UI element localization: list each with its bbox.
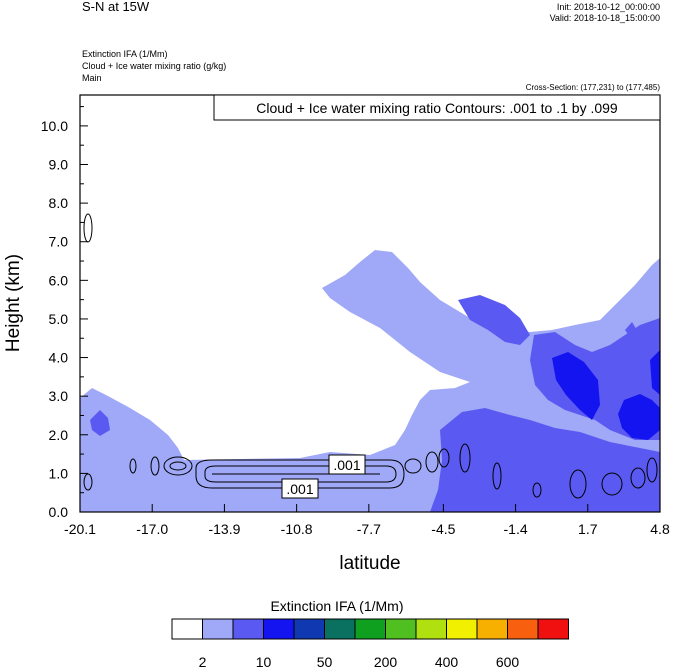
contour-title-box	[213, 94, 661, 121]
colorbar-swatch	[202, 618, 234, 640]
extinction-region-deep	[650, 350, 660, 395]
extinction-region-medium	[90, 410, 110, 436]
y-tick-label: 1.0	[49, 465, 69, 481]
y-tick-label: 7.0	[49, 234, 69, 250]
y-tick-label: 6.0	[49, 272, 69, 288]
cross-section-label: Cross-Section: (177,231) to (177,485)	[525, 83, 660, 92]
contour-label-box	[281, 478, 319, 499]
colorbar: 2 10 50 200 400 600	[171, 618, 569, 668]
colorbar-swatch	[263, 618, 295, 640]
y-tick-label: 9.0	[49, 157, 69, 173]
contour-line	[438, 448, 450, 468]
colorbar-swatch	[385, 618, 417, 640]
contour-line	[83, 213, 93, 243]
contour-line	[492, 462, 502, 490]
contour-line	[150, 456, 160, 476]
colorbar-swatch	[232, 618, 264, 640]
colorbar-label: 50	[317, 654, 333, 668]
colorbar-label: 200	[374, 654, 398, 668]
colorbar-swatch	[293, 618, 325, 640]
contour-label: .001	[333, 457, 360, 473]
contour-label: .001	[286, 481, 313, 497]
valid-time: Valid: 2018-10-18_15:00:00	[549, 13, 660, 23]
colorbar-swatch	[324, 618, 356, 640]
x-tick-label: -17.0	[136, 521, 168, 537]
extinction-region-medium	[458, 295, 530, 345]
contour-line	[129, 458, 137, 474]
colorbar-label: 600	[496, 654, 520, 668]
extinction-region-deep	[552, 352, 600, 420]
x-axis: -20.1 -17.0 -13.9 -10.8 -7.7 -4.5 -1.4 1.7 4.8	[64, 504, 670, 537]
init-time: Init: 2018-10-12_00:00:00	[556, 2, 660, 12]
colorbar-label: 400	[435, 654, 459, 668]
y-tick-label: 3.0	[49, 388, 69, 404]
contour-line	[646, 457, 658, 483]
colorbar-swatch	[171, 618, 203, 640]
colorbar-swatch	[537, 618, 569, 640]
contour-line	[169, 461, 187, 471]
contour-line	[532, 482, 542, 498]
field-name-cloud-ice: Cloud + Ice water mixing ratio (g/kg)	[82, 61, 227, 71]
field-group-main: Main	[82, 73, 102, 83]
x-tick-label: -10.8	[281, 521, 313, 537]
colorbar-swatch	[354, 618, 386, 640]
mixing-ratio-contours	[83, 213, 658, 499]
y-tick-label: 0.0	[49, 504, 69, 520]
colorbar-swatch	[446, 618, 478, 640]
colorbar-swatch	[507, 618, 539, 640]
contour-line	[459, 443, 471, 473]
x-tick-label: -20.1	[64, 521, 96, 537]
extinction-fill-layer	[80, 250, 660, 512]
extinction-region-medium	[625, 322, 638, 340]
contour-labels: .001 .001	[281, 454, 366, 499]
colorbar-label: 2	[199, 654, 207, 668]
colorbar-swatch	[415, 618, 447, 640]
plot-title: S-N at 15W	[82, 0, 150, 14]
y-tick-label: 5.0	[49, 311, 69, 327]
y-tick-label: 8.0	[49, 195, 69, 211]
contour-line	[569, 469, 587, 499]
colorbar-swatch	[476, 618, 508, 640]
x-tick-label: -7.7	[357, 521, 381, 537]
contour-line	[425, 451, 439, 473]
contour-title: Cloud + Ice water mixing ratio Contours:…	[256, 100, 618, 116]
contour-line	[195, 459, 405, 489]
extinction-region-deep	[618, 394, 660, 440]
field-name-extinction: Extinction IFA (1/Mm)	[82, 49, 168, 59]
x-tick-label: 4.8	[650, 521, 670, 537]
y-tick-label: 2.0	[49, 427, 69, 443]
y-tick-label: 4.0	[49, 350, 69, 366]
x-tick-label: -1.4	[504, 521, 528, 537]
y-axis: 0.0 1.0 2.0 3.0 4.0 5.0 6.0 7.0 8.0 9.0 10.0	[41, 106, 88, 520]
x-tick-label: -4.5	[431, 521, 455, 537]
y-axis-label: Height (km)	[3, 254, 24, 352]
contour-line	[601, 472, 623, 496]
y-tick-label: 10.0	[41, 118, 68, 134]
contour-line	[204, 465, 397, 483]
x-tick-label: 1.7	[578, 521, 598, 537]
colorbar-label: 10	[256, 654, 272, 668]
contour-label-box	[328, 454, 366, 475]
x-tick-label: -13.9	[208, 521, 240, 537]
contour-line	[404, 458, 422, 474]
colorbar-title: Extinction IFA (1/Mm)	[270, 598, 404, 614]
contour-line	[83, 473, 93, 491]
contour-line	[630, 467, 646, 489]
x-axis-label: latitude	[339, 553, 400, 574]
contour-line	[163, 456, 193, 476]
